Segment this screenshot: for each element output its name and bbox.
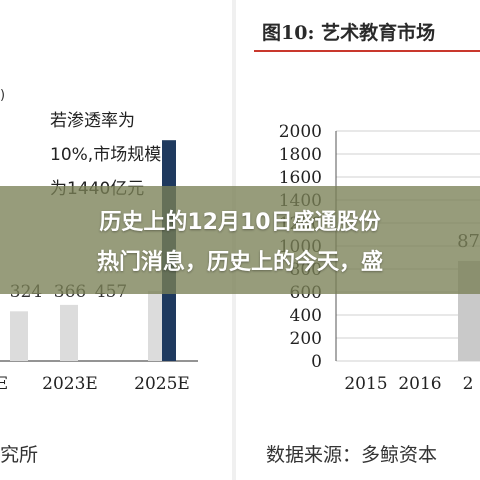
left-source-fragment: 究所 xyxy=(0,444,39,466)
right-source: 数据来源：多鲸资本 xyxy=(266,444,438,466)
right-y-tick-label: 1800 xyxy=(279,145,322,165)
left-unit-fragment: ) xyxy=(0,88,6,103)
left-bar-grey xyxy=(148,290,166,361)
right-y-tick-label: 1600 xyxy=(279,168,322,188)
right-figure-title: 图10: 艺术教育市场 xyxy=(262,22,436,44)
left-x-tick-label: E xyxy=(0,374,8,394)
right-y-tick-label: 400 xyxy=(290,306,322,326)
title-underline xyxy=(254,50,480,52)
left-bar-grey xyxy=(60,304,78,361)
right-x-tick-label: 2 xyxy=(463,374,474,394)
left-bar-grey xyxy=(10,311,28,361)
annotation-line-2: 10%,市场规模 xyxy=(50,145,162,165)
right-y-tick-label: 200 xyxy=(290,329,322,349)
right-y-tick-label: 2000 xyxy=(279,122,322,142)
headline-line-1: 历史上的12月10日盛通股份 xyxy=(99,210,381,235)
left-x-tick-label: 2023E xyxy=(42,374,98,394)
left-x-tick-label: 2025E xyxy=(134,374,190,394)
headline-line-2: 热门消息，历史上的今天，盛 xyxy=(96,250,383,275)
right-x-tick-label: 2015 xyxy=(344,374,387,394)
right-y-tick-label: 0 xyxy=(311,352,322,372)
headline-overlay: 历史上的12月10日盛通股份 热门消息，历史上的今天，盛 xyxy=(0,186,480,294)
annotation-line-1: 若渗透率为 xyxy=(50,111,135,131)
right-x-tick-label: 2016 xyxy=(398,374,441,394)
